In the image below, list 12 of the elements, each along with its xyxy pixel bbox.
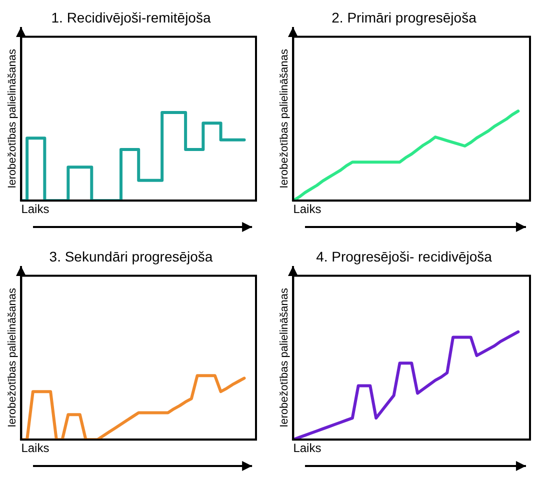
chart-title: 3. Sekundāri progresējoša (49, 248, 213, 264)
x-axis-title: Laiks (293, 202, 322, 216)
y-axis-title: Ierobežotības palielināšanas (278, 287, 291, 428)
y-axis-title: Ierobežotības palielināšanas (6, 48, 19, 188)
x-axis-title: Laiks (21, 441, 50, 456)
x-axis-title: Laiks (293, 441, 322, 456)
chart-title: 4. Progresējoši- recidivējoša (316, 248, 492, 264)
chart-title: 1. Recidivējoši-remitējoša (51, 9, 211, 26)
y-axis-title: Ierobežotības palielināšanas (6, 287, 19, 428)
y-axis-title: Ierobežotības palielināšanas (278, 48, 291, 188)
chart-title: 2. Primāri progresējoša (332, 9, 477, 26)
x-axis-title: Laiks (21, 202, 50, 216)
